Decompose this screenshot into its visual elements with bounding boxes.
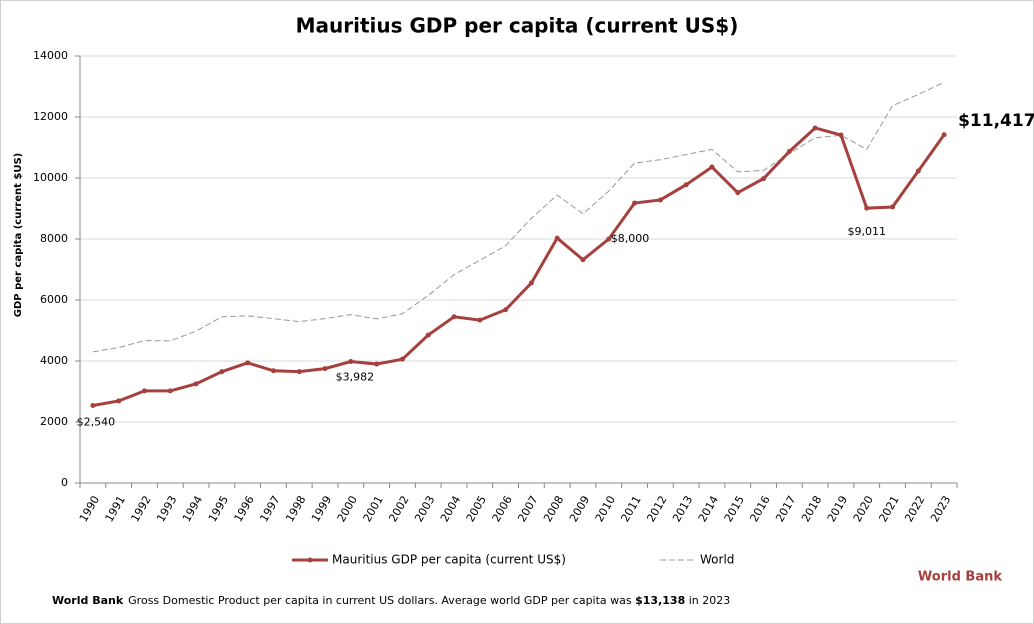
point (270, 368, 276, 374)
point (245, 360, 251, 366)
point (657, 197, 663, 203)
legend-marker (307, 557, 313, 563)
y-tick-label: 0 (61, 476, 68, 489)
point (503, 307, 509, 313)
point (683, 182, 689, 188)
point (812, 125, 818, 131)
data-label: $11,417 (958, 111, 1034, 131)
point (90, 403, 96, 409)
point (116, 398, 122, 404)
data-label: $2,540 (77, 416, 116, 429)
y-axis-label: GDP per capita (current $US) (13, 153, 24, 317)
point (632, 200, 638, 206)
point (606, 236, 612, 242)
data-label: $9,011 (847, 225, 886, 238)
y-tick-label: 10000 (33, 171, 68, 184)
point (709, 164, 715, 170)
point (890, 204, 896, 210)
point (941, 132, 947, 138)
footer-tail: in 2023 (685, 594, 730, 607)
point (735, 190, 741, 196)
point (374, 361, 380, 367)
chart-title: Mauritius GDP per capita (current US$) (296, 14, 739, 38)
y-tick-label: 12000 (33, 110, 68, 123)
footer: World Bank Gross Domestic Product per cap… (52, 594, 730, 607)
point (528, 280, 534, 286)
point (296, 369, 302, 375)
point (451, 314, 457, 320)
point (838, 132, 844, 138)
footer-bold: World Bank (52, 594, 124, 607)
source: World Bank (918, 570, 1002, 585)
point (425, 332, 431, 338)
point (915, 168, 921, 174)
point (761, 176, 767, 182)
legend-label: World (700, 553, 734, 567)
footer-highlight: $13,138 (635, 594, 685, 607)
point (477, 317, 483, 323)
footer-text: Gross Domestic Product per capita in cur… (128, 594, 635, 607)
point (193, 381, 199, 387)
point (864, 205, 870, 211)
data-label: $3,982 (336, 371, 375, 384)
point (219, 369, 225, 375)
point (322, 366, 328, 372)
series-line (92, 126, 946, 408)
point (348, 359, 354, 365)
point (786, 148, 792, 154)
legend-label: Mauritius GDP per capita (current US$) (332, 553, 566, 567)
point (580, 257, 586, 263)
y-tick-label: 14000 (33, 49, 68, 62)
point (399, 356, 405, 362)
y-tick-label: 8000 (40, 232, 68, 245)
data-label: $8,000 (611, 232, 650, 245)
point (167, 388, 173, 394)
y-tick-label: 4000 (40, 354, 68, 367)
y-tick-label: 2000 (40, 415, 68, 428)
y-tick-label: 6000 (40, 293, 68, 306)
point (141, 388, 147, 394)
series-line (92, 81, 945, 353)
point (554, 235, 560, 241)
